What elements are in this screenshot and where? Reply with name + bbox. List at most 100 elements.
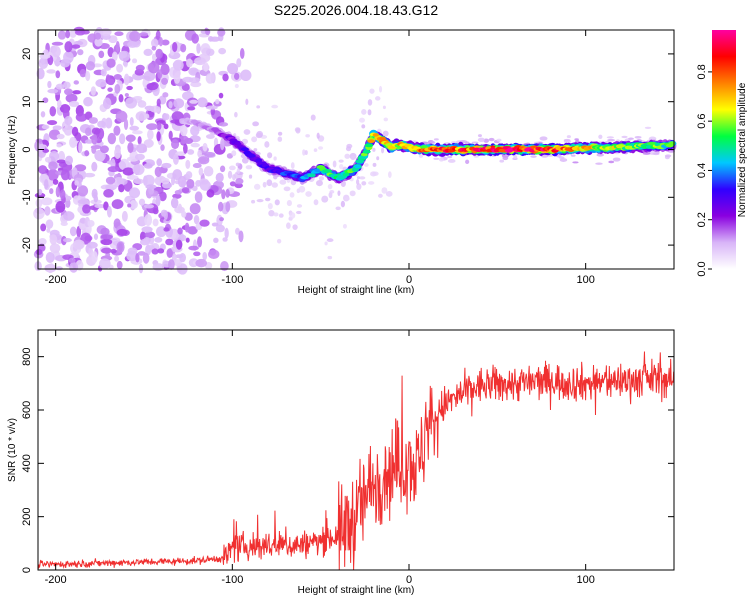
spectrogram-noise-blob [158,191,167,202]
spectrogram-noise-blob [642,152,651,155]
spectrogram-noise-blob [131,58,138,64]
spectrogram-noise-blob [198,167,204,176]
spectrogram-ridge-blob [351,168,359,172]
spectrogram-noise-blob [160,63,170,75]
spectrogram-noise-blob [105,183,117,191]
spectrogram-noise-blob [129,31,141,42]
spectrogram-x-tick-label: -100 [221,274,243,286]
snr-frame [37,329,675,571]
spectrogram-noise-blob [35,198,43,208]
spectrogram-noise-blob [203,62,209,72]
spectrogram-noise-blob [147,129,154,141]
spectrogram-noise-blob [203,151,216,158]
spectrogram-noise-blob [85,127,92,136]
spectrogram-noise-blob [338,159,344,163]
spectrogram-noise-blob [45,219,54,229]
spectrogram-noise-blob [305,191,312,197]
spectrogram-noise-blob [664,154,672,158]
spectrogram-noise-blob [185,171,193,179]
spectrogram-noise-blob [35,249,43,256]
spectrogram-noise-blob [634,135,642,139]
spectrogram-noise-blob [116,228,128,236]
spectrogram-noise-blob [238,230,244,243]
spectrogram-xlabel: Height of straight line (km) [298,285,415,296]
spectrogram-noise-blob [51,129,60,136]
spectrogram-noise-blob [321,195,329,203]
spectrogram-noise-blob [40,223,47,232]
spectrogram-noise-blob [372,162,377,167]
spectrogram-noise-blob [105,117,113,129]
spectrogram-noise-blob [84,150,90,157]
spectrogram-noise-blob [251,199,256,204]
spectrogram-ridge-blob [336,175,346,180]
spectrogram-noise-blob [327,255,333,260]
spectrogram-noise-blob [37,188,43,196]
spectrogram-noise-blob [46,120,58,126]
spectrogram-noise-blob [271,182,279,188]
spectrogram-noise-blob [111,199,124,210]
spectrogram-noise-blob [161,39,170,46]
spectrogram-noise-blob [122,61,128,67]
spectrogram-noise-blob [332,160,337,168]
spectrogram-noise-blob [273,212,279,217]
spectrogram-noise-blob [74,180,79,186]
spectrogram-noise-blob [91,145,97,154]
spectrogram-noise-blob [115,41,120,52]
spectrogram-noise-blob [64,41,73,53]
spectrogram-noise-blob [107,132,117,145]
spectrogram-ridge-blob [323,169,333,173]
spectrogram-noise-blob [56,159,66,164]
spectrogram-noise-blob [98,50,105,59]
snr-panel: -200 -100 0 100 0 200 400 600 800 Height of stra… [7,329,675,596]
colorbar-tick-label: 0.2 [696,212,708,227]
spectrogram-noise-blob [188,77,201,84]
spectrogram-noise-blob [83,172,96,178]
spectrogram-noise-blob [207,36,214,42]
spectrogram-noise-blob [218,201,224,212]
spectrogram-noise-blob [97,120,106,128]
spectrogram-noise-blob [278,213,284,218]
spectrogram-noise-blob [56,133,65,140]
spectrogram-noise-blob [100,247,112,254]
spectrogram-noise-blob [78,141,83,154]
spectrogram-noise-blob [163,210,168,220]
spectrogram-noise-blob [103,201,109,211]
spectrogram-noise-blob [82,204,91,214]
spectrogram-noise-blob [181,187,190,194]
spectrogram-noise-blob [100,238,113,246]
spectrogram-noise-blob [38,165,48,174]
spectrogram-noise-blob [361,181,367,186]
spectrogram-noise-blob [430,141,436,144]
spectrogram-noise-blob [139,32,149,37]
spectrogram-noise-blob [644,126,652,129]
spectrogram-noise-blob [60,59,71,68]
spectrogram-noise-blob [488,137,495,142]
spectrogram-noise-blob [220,260,229,272]
spectrogram-noise-blob [196,43,201,54]
spectrogram-noise-blob [612,157,621,162]
snr-y-tick-label: 200 [21,507,33,525]
spectrogram-noise-blob [240,69,252,82]
spectrogram-noise-blob [135,111,148,122]
spectrogram-ridge-blob [354,164,361,169]
spectrogram-noise-blob [35,138,43,143]
spectrogram-noise-blob [215,98,220,105]
spectrogram-noise-blob [326,238,334,243]
spectrogram-noise-blob [44,206,51,216]
spectrogram-noise-blob [41,124,50,130]
spectrogram-noise-blob [52,178,59,185]
spectrogram-noise-blob [296,210,302,215]
spectrogram-noise-blob [215,224,225,233]
spectrogram-noise-blob [165,240,171,246]
spectrogram-noise-blob [55,83,65,90]
spectrogram-noise-blob [48,161,58,171]
spectrogram-noise-blob [203,165,214,177]
spectrogram-noise-blob [381,147,385,154]
spectrogram-noise-blob [337,190,341,196]
colorbar-label: Normalized spectral amplitude [737,82,748,217]
spectrogram-noise-blob [107,87,113,92]
spectrogram-noise-blob [235,178,244,185]
spectrogram-noise-blob [124,92,129,98]
spectrogram-noise-blob [218,122,229,127]
